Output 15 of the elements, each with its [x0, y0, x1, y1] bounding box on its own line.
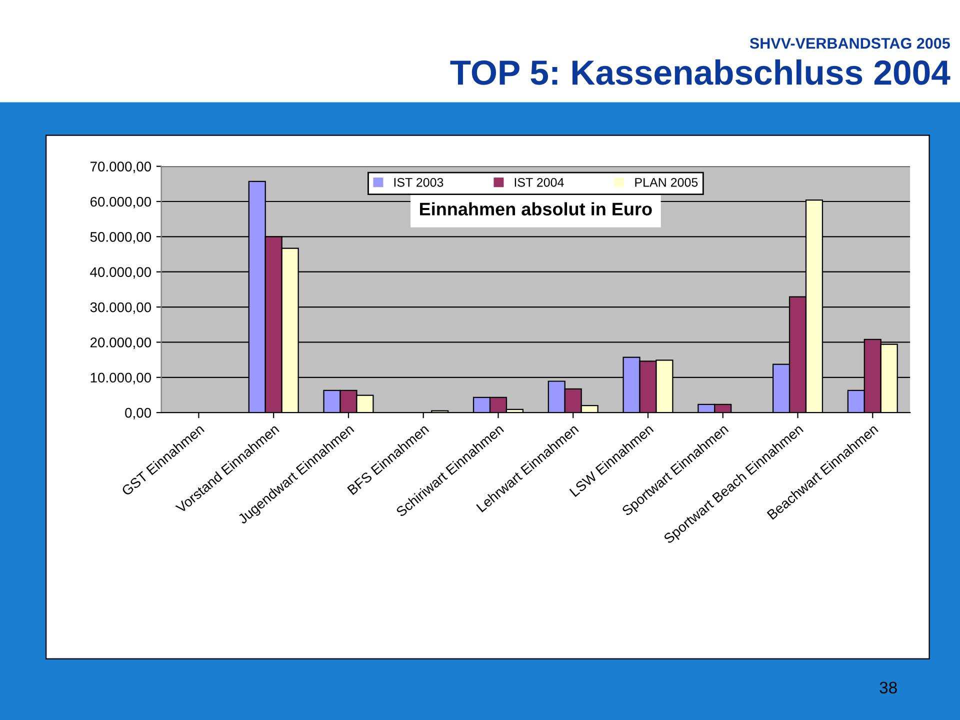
chart-title: TOP 5: Kassenabschluss 2004 [450, 59, 950, 85]
y-tick-label: 20.000,00 [90, 338, 152, 350]
legend-label: IST 2003 [394, 178, 444, 187]
y-tick-label: 0,00 [125, 408, 152, 420]
y-tick-label: 30.000,00 [90, 302, 152, 314]
y-tick-label: 40.000,00 [90, 267, 152, 279]
y-tick-label: 60.000,00 [90, 196, 152, 208]
legend-label: PLAN 2005 [635, 178, 698, 187]
text: 38 [880, 682, 897, 694]
y-tick-label: 50.000,00 [90, 232, 152, 244]
y-tick-label: 10.000,00 [90, 372, 152, 384]
chart-subtitle: SHVV-VERBANDSTAG 2005 [750, 38, 950, 49]
legend-label: IST 2004 [514, 178, 564, 187]
annotation: Einnahmen absolut in Euro [420, 202, 652, 216]
y-tick-label: 70.000,00 [90, 162, 152, 174]
